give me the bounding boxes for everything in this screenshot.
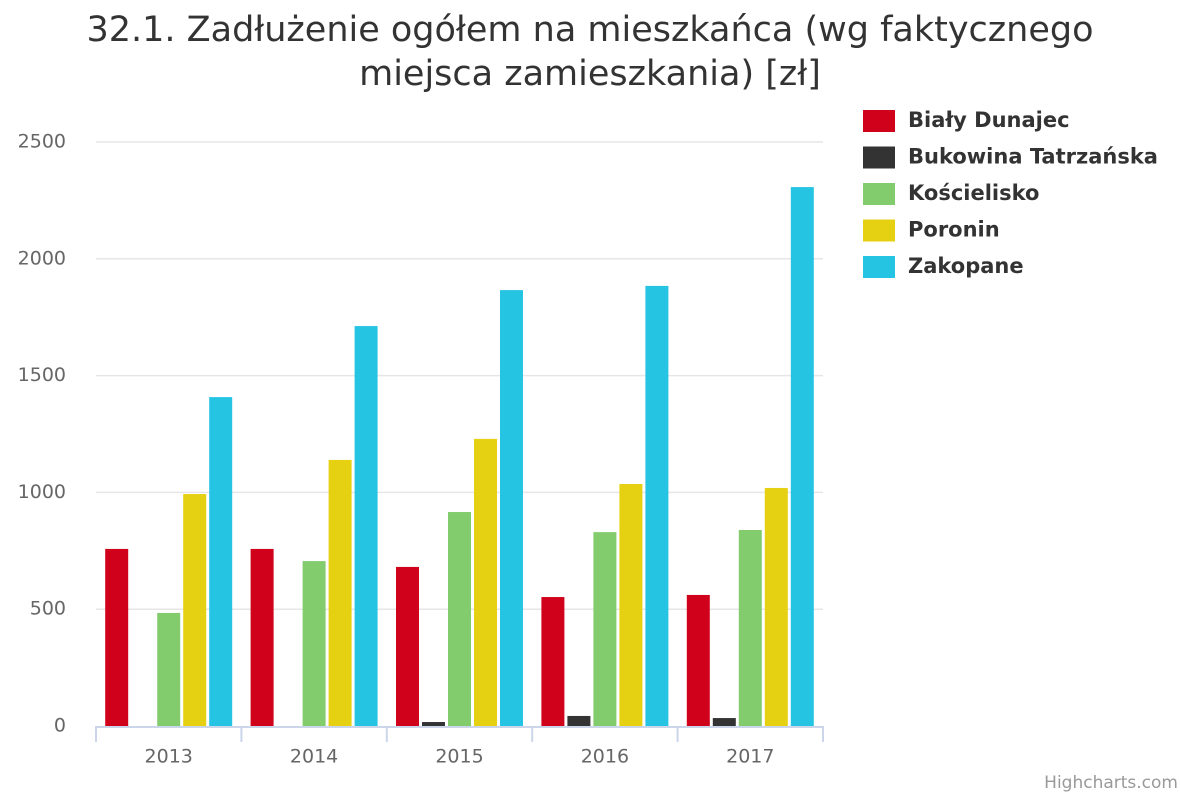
bar bbox=[541, 597, 565, 726]
y-tick-label: 1000 bbox=[18, 481, 66, 503]
bar bbox=[302, 561, 326, 726]
bar bbox=[105, 548, 129, 726]
bar bbox=[422, 722, 445, 726]
legend-swatch bbox=[863, 256, 895, 278]
bar bbox=[209, 397, 233, 726]
legend-swatch bbox=[863, 219, 895, 242]
bar bbox=[686, 594, 710, 726]
bar bbox=[396, 566, 419, 726]
bar bbox=[474, 438, 497, 726]
bar bbox=[183, 494, 207, 726]
x-tick-label: 2015 bbox=[435, 746, 483, 768]
x-tick-label: 2013 bbox=[145, 746, 193, 768]
legend-label: Bukowina Tatrzańska bbox=[908, 145, 1158, 169]
legend-label: Biały Dunajec bbox=[908, 108, 1070, 132]
bar bbox=[567, 715, 591, 726]
bar bbox=[790, 187, 814, 727]
bar bbox=[500, 290, 523, 726]
y-tick-label: 500 bbox=[30, 598, 66, 620]
chart-title: 32.1. Zadłużenie ogółem na mieszkańca (w… bbox=[86, 10, 1094, 94]
legend-label: Kościelisko bbox=[908, 181, 1039, 205]
bar bbox=[619, 483, 643, 726]
bar bbox=[712, 718, 736, 726]
legend-swatch bbox=[863, 110, 895, 132]
bar bbox=[448, 512, 471, 726]
x-tick-label: 2014 bbox=[290, 746, 338, 768]
bar bbox=[764, 487, 788, 726]
y-tick-label: 2500 bbox=[18, 131, 66, 153]
bar bbox=[738, 530, 762, 726]
legend-label: Poronin bbox=[908, 218, 1000, 242]
y-tick-label: 1500 bbox=[18, 364, 66, 386]
credits: Highcharts.com bbox=[1044, 773, 1178, 793]
x-tick-label: 2017 bbox=[726, 746, 774, 768]
bar bbox=[645, 285, 669, 726]
bar bbox=[328, 459, 352, 726]
legend-label: Zakopane bbox=[908, 254, 1024, 278]
bar bbox=[250, 548, 274, 726]
y-tick-label: 0 bbox=[54, 715, 66, 737]
legend-swatch bbox=[863, 183, 895, 205]
bar bbox=[354, 326, 378, 726]
bar bbox=[593, 532, 617, 726]
y-tick-label: 2000 bbox=[18, 247, 66, 269]
legend-swatch bbox=[863, 146, 895, 169]
bar bbox=[157, 612, 181, 726]
x-tick-label: 2016 bbox=[581, 746, 629, 768]
